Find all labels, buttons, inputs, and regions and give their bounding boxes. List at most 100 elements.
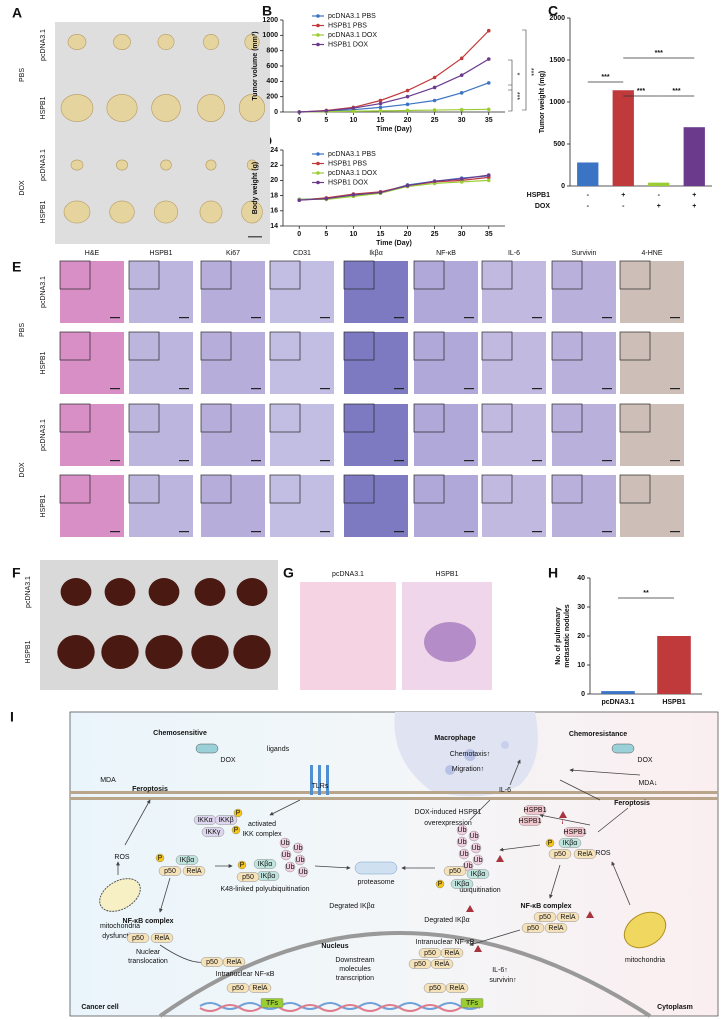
significance: ***: [601, 74, 609, 81]
micrograph-inset: [343, 260, 375, 290]
label: pcDNA3.1: [25, 576, 32, 608]
molecule-label: RelA: [226, 959, 242, 966]
micrograph-inset: [269, 260, 301, 290]
x-axis-title: Time (Day): [376, 126, 412, 133]
y-axis-title: Tumor volume (mm³): [252, 31, 259, 100]
scale-bar: [602, 460, 612, 462]
legend-swatch: [316, 171, 320, 175]
molecule: [544, 923, 568, 933]
molecule-label: p50: [164, 868, 176, 875]
molecule-label: RelA: [548, 925, 564, 932]
micrograph-inset: [59, 474, 91, 504]
label: PBS: [19, 323, 26, 337]
significance: **: [643, 590, 649, 597]
molecule-label: HSPB1: [564, 829, 587, 836]
legend-label: pcDNA3.1 DOX: [328, 32, 377, 39]
label: DOX: [19, 180, 26, 196]
series-line: [299, 179, 489, 200]
column-header: 4-HNE: [641, 250, 662, 257]
x-axis-title: Time (Day): [376, 240, 412, 247]
x-tick-label: 5: [324, 231, 328, 238]
point: [486, 107, 491, 112]
molecule-label: RelA: [449, 985, 465, 992]
y-tick-label: 10: [577, 662, 585, 669]
diagram-label: TLRs: [312, 783, 329, 790]
molecule-label: TFs: [266, 1000, 279, 1007]
diagram-label: IL-6↑: [492, 967, 508, 974]
point: [378, 105, 383, 110]
legend-swatch: [316, 42, 320, 47]
x-tick-label: 25: [431, 231, 439, 238]
scale-bar: [110, 388, 120, 390]
molecule: [237, 860, 247, 870]
scale-bar: [110, 317, 120, 319]
micrograph-inset: [619, 474, 651, 504]
x-tick-label: 0: [297, 231, 301, 238]
molecule-label: Ub: [470, 833, 479, 840]
diagram-label: Macrophage: [434, 735, 475, 742]
y-tick-label: 2000: [549, 15, 565, 22]
tumor: [63, 200, 91, 224]
bar: [648, 182, 670, 186]
molecule-label: HSPB1: [519, 818, 542, 825]
tumor: [70, 159, 84, 171]
scale-bar: [110, 460, 120, 462]
scale-bar: [602, 317, 612, 319]
scale-bar: [320, 317, 330, 319]
tumor: [199, 200, 223, 224]
molecule-label: p50: [206, 959, 218, 966]
scale-bar: [532, 388, 542, 390]
y-tick-label: 14: [270, 223, 278, 230]
column-header: Ki67: [226, 250, 240, 257]
molecule-label: RelA: [252, 985, 268, 992]
diagram-label: DOX: [220, 757, 236, 764]
micrograph-inset: [413, 260, 445, 290]
micrograph-inset: [481, 331, 513, 361]
tumor: [197, 94, 225, 122]
diagram-label: overexpression: [424, 820, 472, 827]
diagram-label: transcription: [336, 975, 374, 982]
y-tick-label: 20: [577, 633, 585, 640]
molecule: [445, 983, 469, 993]
point: [486, 57, 491, 61]
micrograph-inset: [200, 403, 232, 433]
column-header: Survivin: [572, 250, 597, 257]
pill: [195, 743, 635, 754]
column-header: CD31: [293, 250, 311, 257]
mitochondria: [623, 911, 667, 949]
molecule-label: Ub: [299, 869, 308, 876]
tumor: [244, 34, 260, 50]
row-sign: +: [657, 203, 661, 210]
tumor: [106, 94, 138, 122]
x-tick-label: HSPB1: [662, 699, 685, 706]
column-header: H&E: [85, 250, 100, 257]
molecule: [182, 866, 206, 876]
lung: [145, 635, 183, 669]
micrograph-inset: [413, 474, 445, 504]
legend-label: HSPB1 DOX: [328, 179, 368, 186]
legend-label: pcDNA3.1 PBS: [328, 151, 376, 158]
micrograph: [300, 582, 396, 690]
diagram-label: DOX-induced HSPB1: [415, 809, 482, 816]
point: [297, 198, 302, 202]
column-header: Ikβα: [369, 250, 383, 257]
molecule-label: Ub: [281, 840, 290, 847]
molecule: [231, 825, 241, 835]
molecule-label: IKβα: [180, 857, 195, 864]
molecule-label: Ub: [458, 839, 467, 846]
lung: [236, 578, 268, 606]
scale-bar: [464, 317, 474, 319]
point: [324, 109, 329, 113]
label: DOX: [19, 462, 26, 478]
molecule-label: IKKβ: [218, 817, 233, 824]
molecule-label: IKβα: [471, 871, 486, 878]
diagram-label: ROS: [595, 850, 611, 857]
molecule: [150, 933, 174, 943]
bar: [657, 636, 691, 694]
point: [459, 107, 464, 112]
molecule: [443, 866, 467, 876]
micrograph-inset: [128, 331, 160, 361]
molecule-label: Ub: [472, 845, 481, 852]
micrograph-inset: [413, 403, 445, 433]
diagram-label: MDA: [100, 777, 116, 784]
